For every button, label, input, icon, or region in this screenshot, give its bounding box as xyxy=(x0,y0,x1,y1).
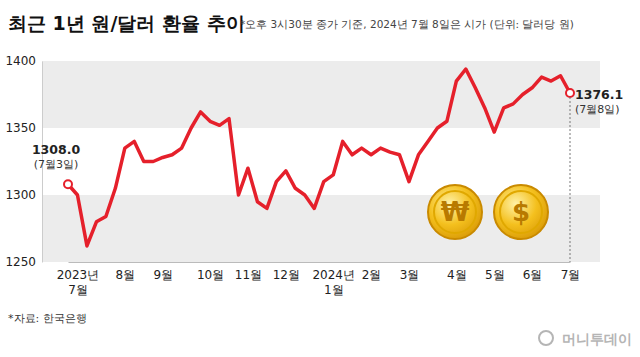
x-axis-line xyxy=(69,262,571,263)
x-tick-label: 5월 xyxy=(485,268,505,282)
leader-line xyxy=(570,97,571,262)
x-tick-label: 8월 xyxy=(116,268,136,282)
line xyxy=(68,69,570,246)
x-tick-label: 3월 xyxy=(400,268,420,282)
subtitle: *오후 3시30분 종가 기준, 2024년 7월 8일은 시가 (단위: 달러… xyxy=(240,18,574,30)
y-tick: 1250 xyxy=(5,255,42,269)
y-tick-label: 1400 xyxy=(5,54,36,68)
grid xyxy=(42,61,600,262)
x-tick-label: 2023년7월 xyxy=(57,268,100,297)
x-tick-label: 12월 xyxy=(273,268,300,282)
logo-mark xyxy=(539,331,553,345)
coin-symbol: ₩ xyxy=(441,197,470,227)
grid-band xyxy=(42,61,600,128)
chart: 최근 1년 원/달러 환율 추이*오후 3시30분 종가 기준, 2024년 7… xyxy=(0,0,640,357)
coin-rim xyxy=(434,191,476,233)
x-tick: 4월 xyxy=(447,262,467,282)
x-tick-label: 2월 xyxy=(362,268,382,282)
x-tick-label: 6월 xyxy=(523,268,543,282)
coin-body xyxy=(428,185,482,239)
data-label: 1376.1 xyxy=(575,87,623,102)
x-axis: 2023년7월 8월 9월 10월 11월 12월 2024년1월 2월 3월 4월 5월 6월 7월 xyxy=(57,262,581,297)
annotation: (7월8일) xyxy=(575,103,620,116)
x-tick: 2023년7월 xyxy=(57,262,100,297)
y-tick-label: 1350 xyxy=(5,121,36,135)
data-label: 1308.0 xyxy=(32,142,81,157)
x-tick-label: 2024년1월 xyxy=(312,268,355,297)
x-tick-label: 11월 xyxy=(235,268,262,282)
point-marker xyxy=(64,180,72,188)
source: *자료: 한국은행 xyxy=(8,312,87,325)
annotation: (7월3일) xyxy=(34,158,79,171)
x-tick-label: 9월 xyxy=(153,268,173,282)
x-tick: 6월 xyxy=(523,262,543,282)
y-tick: 1350 xyxy=(5,121,42,135)
x-tick: 10월 xyxy=(197,262,224,282)
x-tick-label: 7월 xyxy=(561,268,581,282)
coin-symbol: $ xyxy=(512,197,530,227)
coin-rim xyxy=(500,191,542,233)
coin: $ xyxy=(494,185,548,239)
y-tick: 1300 xyxy=(5,188,42,202)
x-tick: 3월 xyxy=(400,262,420,282)
annotations: 1308.0(7월3일) 1376.1(7월8일) xyxy=(32,87,623,262)
x-tick: 2월 xyxy=(362,262,382,282)
x-tick: 5월 xyxy=(485,262,505,282)
x-tick: 7월 xyxy=(561,262,581,282)
x-tick: 2024년1월 xyxy=(312,262,355,297)
x-tick: 8월 xyxy=(116,262,136,282)
logo: 머니투데이 xyxy=(562,331,632,347)
y-tick: 1400 xyxy=(5,54,42,68)
x-tick: 12월 xyxy=(273,262,300,282)
point-marker xyxy=(566,89,574,97)
coin-icons: ₩$ xyxy=(428,185,548,239)
coin: ₩ xyxy=(428,185,482,239)
title: 최근 1년 원/달러 환율 추이 xyxy=(8,12,245,34)
plot-area xyxy=(64,69,574,246)
x-tick-label: 10월 xyxy=(197,268,224,282)
y-tick-label: 1300 xyxy=(5,188,36,202)
x-tick-label: 4월 xyxy=(447,268,467,282)
coin-body xyxy=(494,185,548,239)
x-tick: 11월 xyxy=(235,262,262,282)
x-tick: 9월 xyxy=(153,262,173,282)
y-tick-label: 1250 xyxy=(5,255,36,269)
